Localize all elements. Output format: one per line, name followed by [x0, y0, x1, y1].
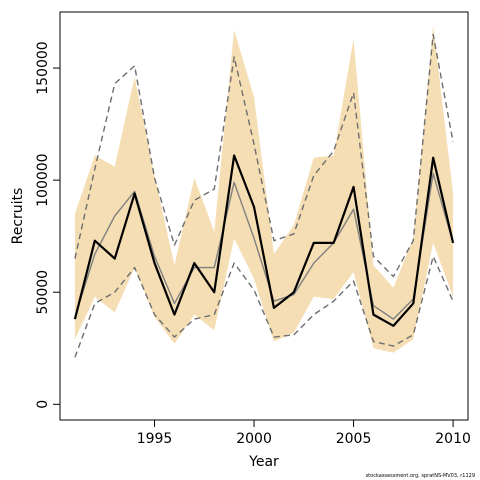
y-axis: 0 50000 100000 150000 [35, 41, 61, 409]
x-tick-label: 2005 [336, 431, 372, 447]
comparison-upper-line [74, 33, 454, 278]
x-tick-label: 2000 [236, 431, 272, 447]
credit-text: stockassessment.org, spratNS-MV03, r1129 [366, 473, 475, 479]
x-tick-label: 1995 [137, 431, 173, 447]
series-lines-layer [73, 33, 455, 358]
y-tick-label: 100000 [35, 153, 51, 206]
comparison-lower-line [74, 255, 454, 358]
x-axis-title: Year [248, 454, 279, 470]
y-tick-label: 0 [35, 400, 51, 409]
y-axis-title: Recruits [10, 188, 26, 245]
y-tick-label: 150000 [35, 41, 51, 94]
y-tick-label: 50000 [35, 270, 51, 315]
x-axis: 1995 2000 2005 2010 [137, 419, 471, 447]
estimate-line [73, 154, 455, 327]
x-tick-label: 2010 [435, 431, 471, 447]
